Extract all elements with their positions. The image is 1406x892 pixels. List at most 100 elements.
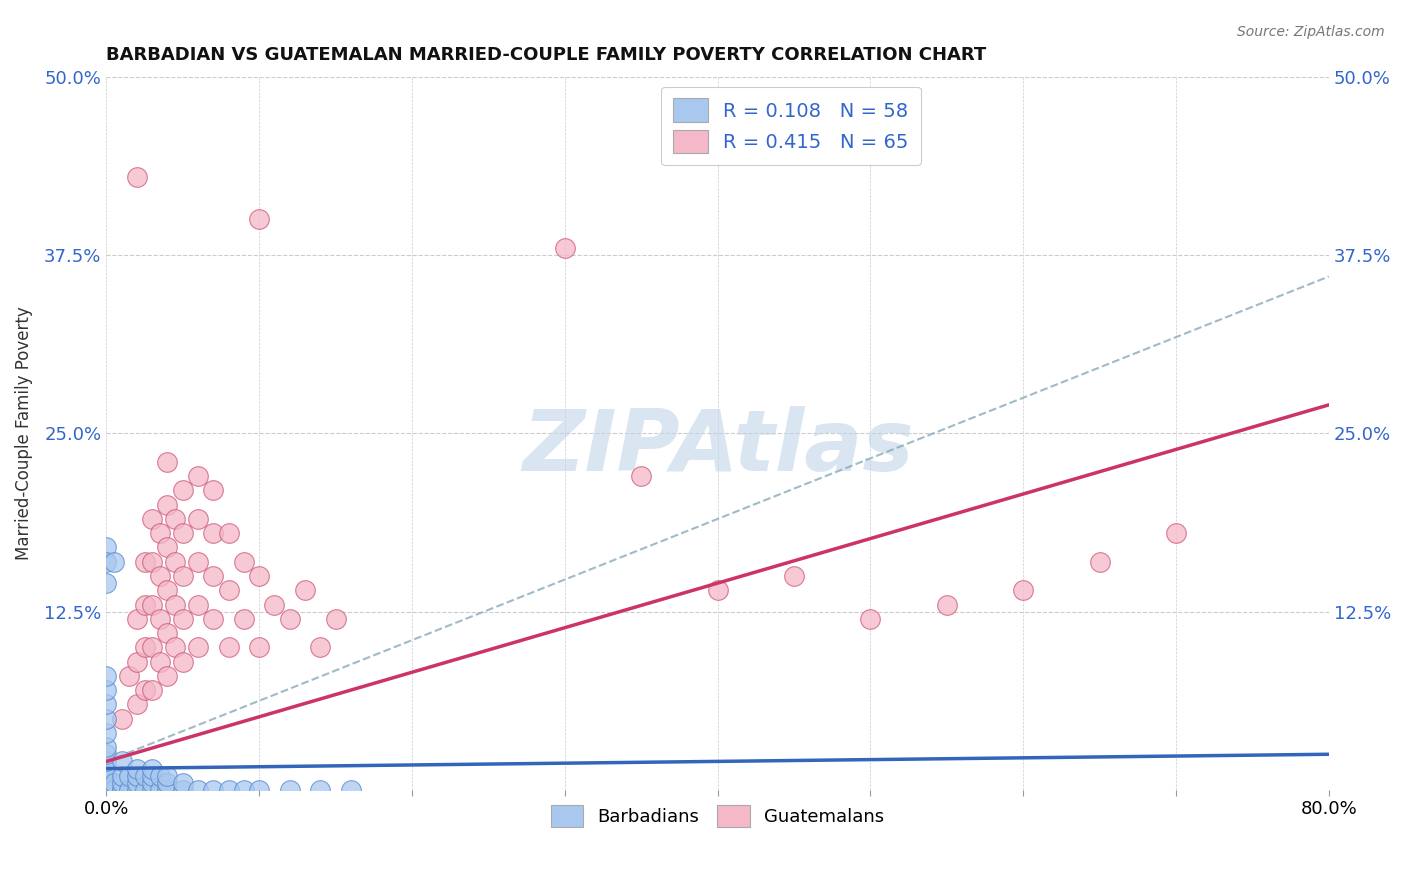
- Point: [103, 783, 125, 797]
- Point: [172, 655, 194, 669]
- Point: [111, 776, 134, 790]
- Point: [187, 598, 209, 612]
- Text: ZIPAtlas: ZIPAtlas: [522, 406, 914, 489]
- Point: [218, 526, 240, 541]
- Point: [111, 783, 134, 797]
- Point: [187, 512, 209, 526]
- Point: [172, 612, 194, 626]
- Point: [134, 769, 156, 783]
- Point: [172, 569, 194, 583]
- Point: [278, 783, 301, 797]
- Point: [134, 598, 156, 612]
- Point: [156, 498, 179, 512]
- Point: [156, 783, 179, 797]
- Point: [96, 769, 118, 783]
- Point: [232, 783, 254, 797]
- Point: [187, 555, 209, 569]
- Point: [156, 776, 179, 790]
- Point: [111, 769, 134, 783]
- Point: [187, 640, 209, 655]
- Point: [325, 612, 347, 626]
- Point: [125, 769, 148, 783]
- Point: [141, 776, 163, 790]
- Point: [96, 698, 118, 712]
- Point: [96, 783, 118, 797]
- Point: [202, 612, 225, 626]
- Point: [141, 683, 163, 698]
- Point: [1164, 526, 1187, 541]
- Point: [96, 783, 118, 797]
- Point: [141, 512, 163, 526]
- Y-axis label: Married-Couple Family Poverty: Married-Couple Family Poverty: [15, 307, 32, 560]
- Text: BARBADIAN VS GUATEMALAN MARRIED-COUPLE FAMILY POVERTY CORRELATION CHART: BARBADIAN VS GUATEMALAN MARRIED-COUPLE F…: [107, 46, 987, 64]
- Point: [96, 669, 118, 683]
- Point: [165, 512, 187, 526]
- Point: [935, 598, 957, 612]
- Point: [202, 483, 225, 498]
- Point: [187, 783, 209, 797]
- Point: [156, 455, 179, 469]
- Point: [125, 169, 148, 184]
- Point: [103, 555, 125, 569]
- Point: [103, 776, 125, 790]
- Point: [232, 612, 254, 626]
- Point: [125, 612, 148, 626]
- Point: [309, 640, 332, 655]
- Point: [134, 783, 156, 797]
- Point: [96, 576, 118, 591]
- Point: [96, 740, 118, 755]
- Point: [156, 626, 179, 640]
- Point: [96, 776, 118, 790]
- Point: [156, 769, 179, 783]
- Point: [96, 783, 118, 797]
- Point: [118, 669, 141, 683]
- Point: [149, 526, 172, 541]
- Point: [96, 683, 118, 698]
- Point: [202, 569, 225, 583]
- Point: [187, 469, 209, 483]
- Point: [156, 583, 179, 598]
- Point: [125, 776, 148, 790]
- Point: [96, 762, 118, 776]
- Point: [96, 755, 118, 769]
- Point: [96, 783, 118, 797]
- Point: [125, 762, 148, 776]
- Point: [96, 783, 118, 797]
- Point: [247, 569, 270, 583]
- Point: [172, 783, 194, 797]
- Point: [149, 612, 172, 626]
- Point: [165, 555, 187, 569]
- Point: [859, 612, 882, 626]
- Point: [96, 726, 118, 740]
- Point: [309, 783, 332, 797]
- Point: [96, 555, 118, 569]
- Point: [96, 541, 118, 555]
- Point: [149, 655, 172, 669]
- Point: [1088, 555, 1111, 569]
- Point: [554, 241, 576, 255]
- Point: [118, 783, 141, 797]
- Point: [172, 526, 194, 541]
- Point: [96, 747, 118, 762]
- Point: [141, 598, 163, 612]
- Point: [706, 583, 728, 598]
- Point: [141, 640, 163, 655]
- Point: [134, 683, 156, 698]
- Point: [247, 640, 270, 655]
- Point: [202, 783, 225, 797]
- Point: [156, 541, 179, 555]
- Point: [294, 583, 316, 598]
- Point: [96, 776, 118, 790]
- Point: [218, 583, 240, 598]
- Point: [172, 483, 194, 498]
- Point: [172, 776, 194, 790]
- Point: [149, 569, 172, 583]
- Point: [134, 555, 156, 569]
- Point: [141, 769, 163, 783]
- Point: [111, 755, 134, 769]
- Point: [149, 769, 172, 783]
- Point: [247, 783, 270, 797]
- Point: [165, 640, 187, 655]
- Point: [103, 783, 125, 797]
- Point: [125, 783, 148, 797]
